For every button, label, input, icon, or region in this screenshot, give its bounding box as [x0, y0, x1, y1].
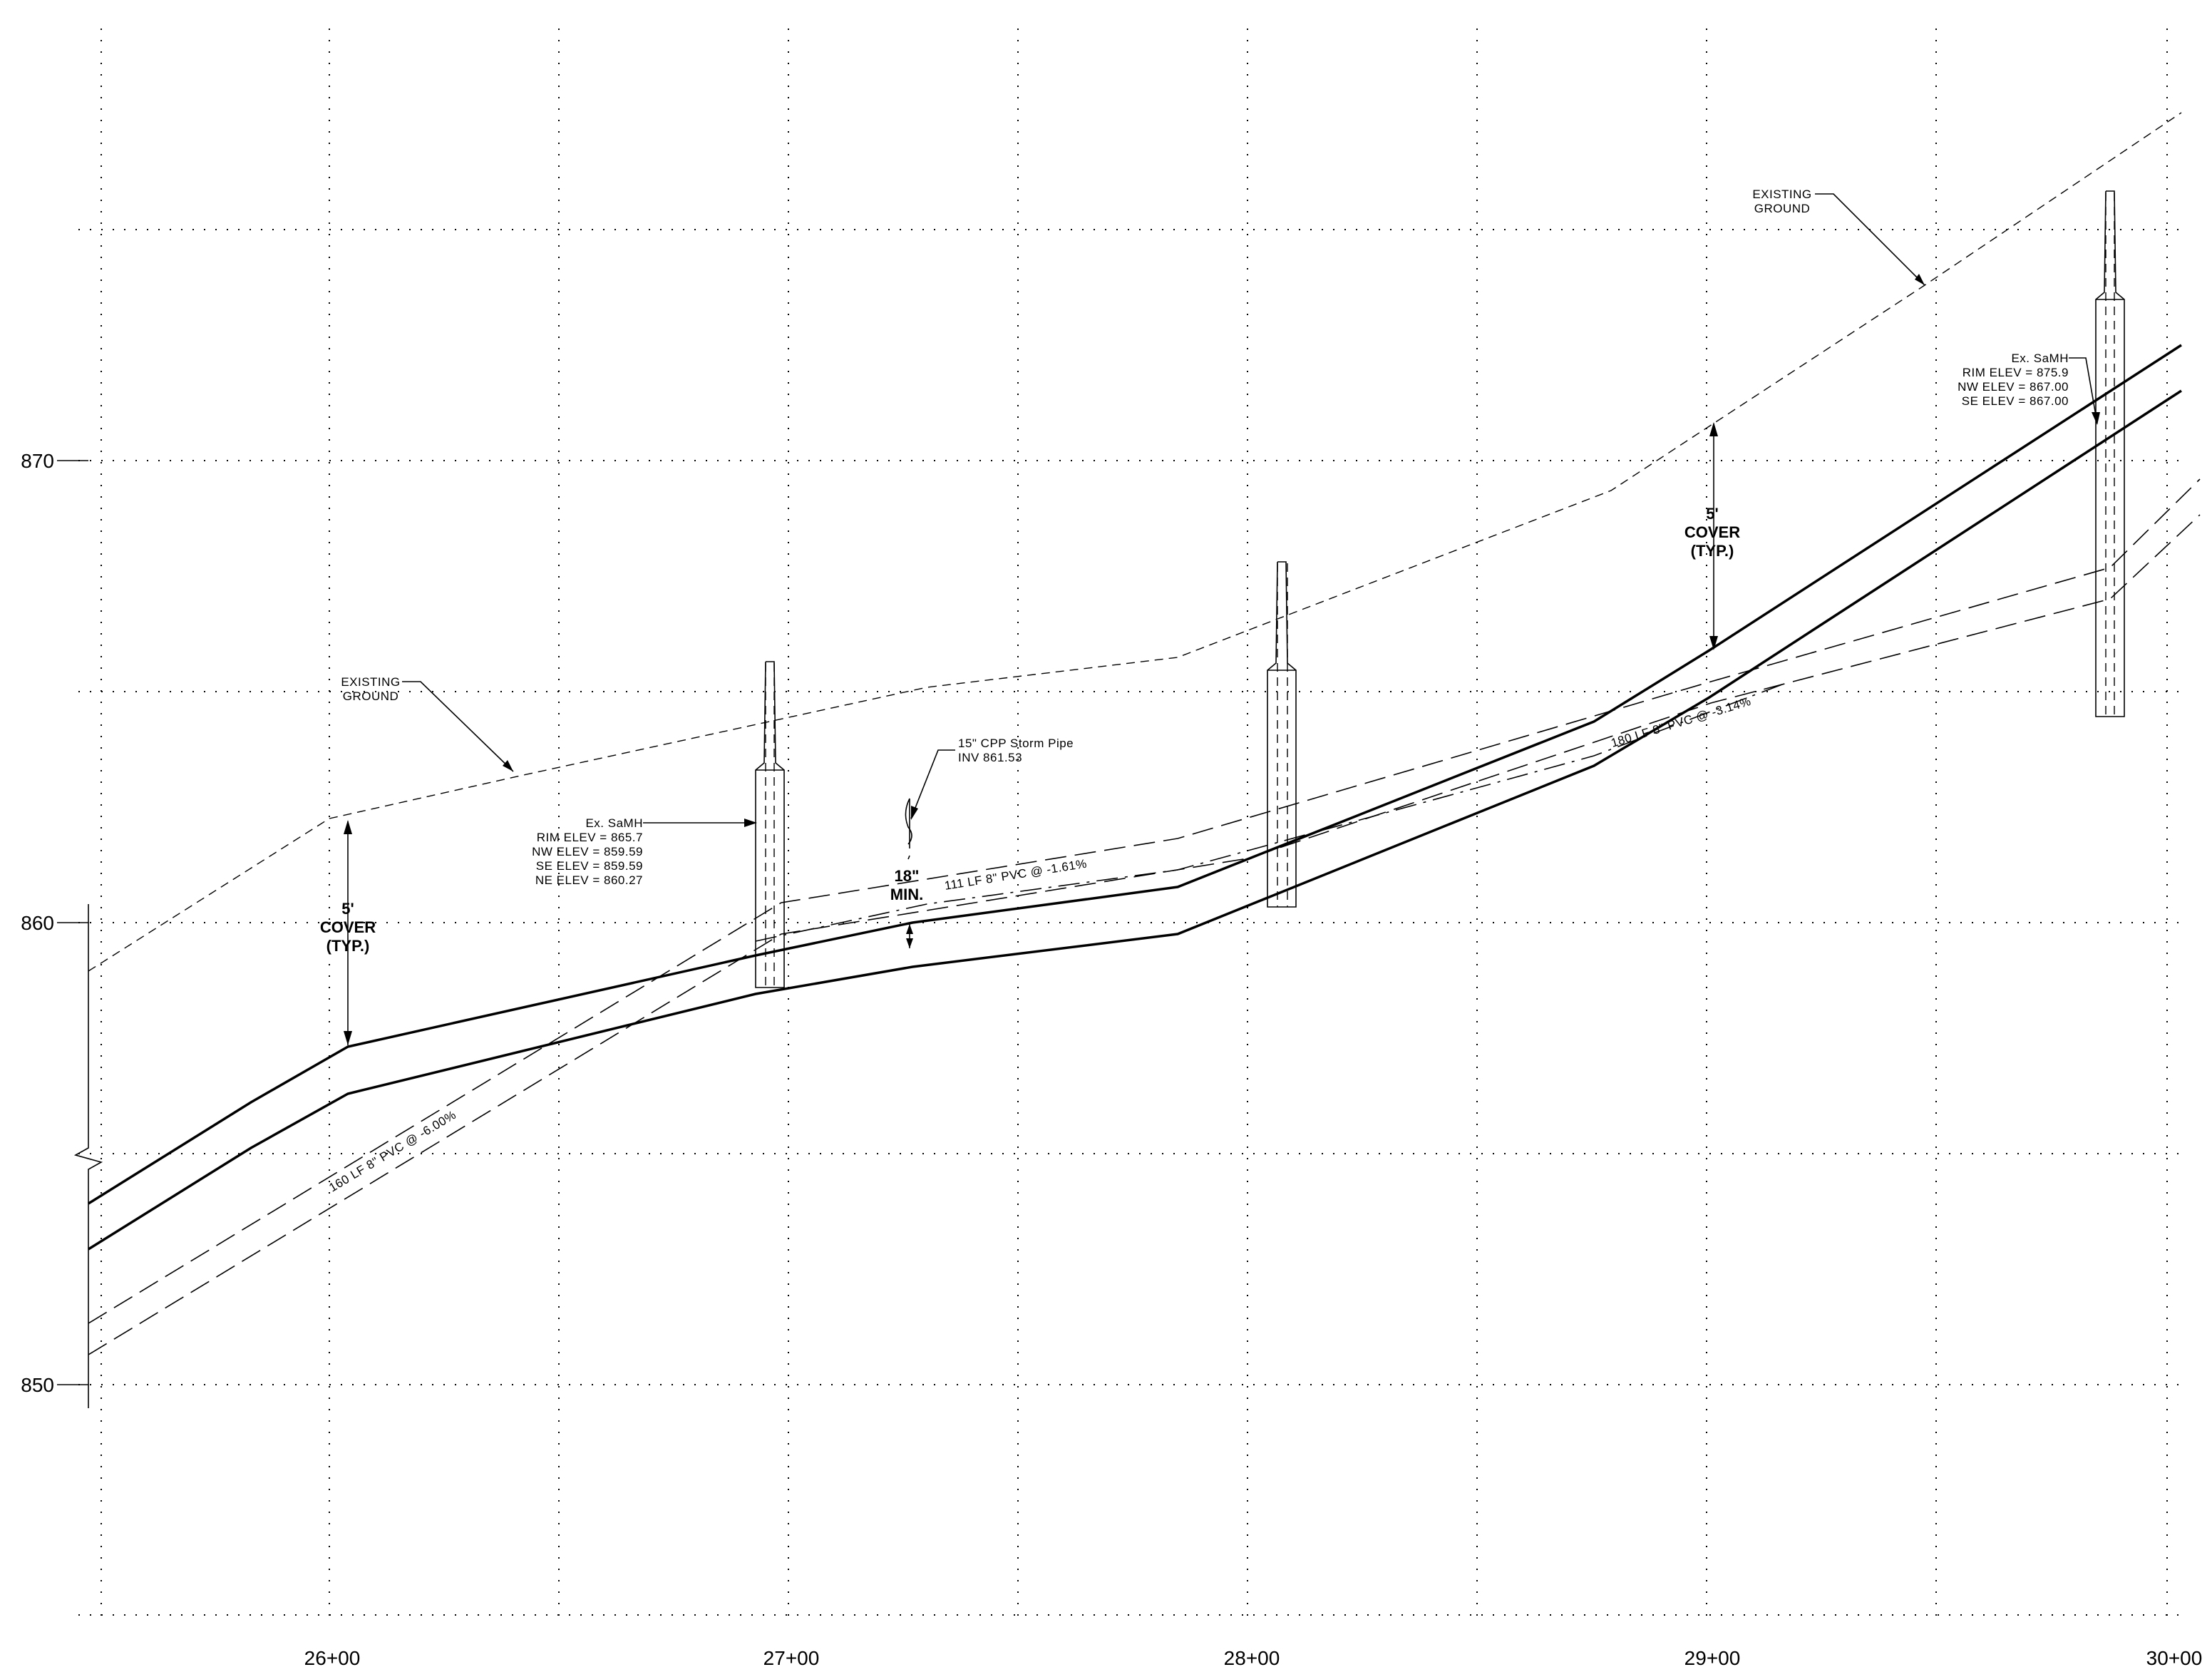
x-tick-label: 28+00	[1224, 1647, 1280, 1669]
pipe-segment-label: 160 LF 8" PVC @ -6.00%	[326, 1108, 458, 1195]
manhole-label: Ex. SaMH	[2011, 352, 2069, 365]
cover-label: COVER	[320, 918, 376, 936]
manhole-label: RIM ELEV = 875.9	[1962, 366, 2069, 379]
pipe-segment-label: 111 LF 8" PVC @ -1.61%	[944, 857, 1088, 893]
cover-label: 5'	[1706, 505, 1718, 523]
proposed-surface-top	[88, 344, 2182, 1205]
existing-ground-label: GROUND	[343, 689, 399, 703]
manhole-label: Ex. SaMH	[585, 816, 643, 830]
sewer-pipe-top	[88, 478, 2201, 1324]
manhole-label: NW ELEV = 867.00	[1958, 380, 2069, 394]
cover-label: (TYP.)	[326, 937, 370, 955]
y-tick-label: 850	[21, 1374, 54, 1396]
x-tick-label: 27+00	[763, 1647, 820, 1669]
x-tick-label: 30+00	[2146, 1647, 2203, 1669]
manhole-right-callout: Ex. SaMH RIM ELEV = 875.9 NW ELEV = 867.…	[1958, 352, 2069, 408]
manhole-right	[2095, 190, 2125, 717]
existing-ground-line	[88, 112, 2182, 972]
storm-pipe-label: 15" CPP Storm Pipe	[958, 737, 1074, 750]
leaders	[344, 193, 2100, 1045]
sewer-pipe-center	[755, 684, 1783, 942]
existing-ground-label: GROUND	[1754, 202, 1811, 215]
storm-pipe-label: INV 861.53	[958, 751, 1022, 764]
manhole-label: SE ELEV = 867.00	[1962, 394, 2069, 408]
y-tick-label: 860	[21, 912, 54, 934]
min-cover-label: 18"	[895, 867, 920, 885]
station-axis: 26+00 27+00 28+00 29+00 30+00	[304, 1647, 2203, 1669]
manhole-label: SE ELEV = 859.59	[536, 859, 643, 873]
manhole-middle	[1267, 561, 1297, 908]
manhole-label: NW ELEV = 859.59	[532, 845, 643, 858]
elevation-axis: 870 860 850	[21, 450, 103, 1408]
grid	[78, 29, 2181, 1619]
existing-ground-label: EXISTING	[1752, 188, 1811, 201]
manhole-label: NE ELEV = 860.27	[535, 873, 643, 887]
cover-label: (TYP.)	[1691, 542, 1734, 560]
pipe-segment-label: 180 LF 8" PVC @ -3.14%	[1610, 694, 1753, 750]
existing-ground-label: EXISTING	[341, 675, 400, 689]
manhole-left-callout: Ex. SaMH RIM ELEV = 865.7 NW ELEV = 859.…	[532, 816, 643, 887]
y-tick-label: 870	[21, 450, 54, 472]
cover-label: COVER	[1684, 523, 1740, 541]
x-tick-label: 29+00	[1684, 1647, 1741, 1669]
manhole-left	[755, 661, 785, 988]
x-tick-label: 26+00	[304, 1647, 361, 1669]
manhole-label: RIM ELEV = 865.7	[537, 831, 643, 844]
sewer-pipe-bottom	[88, 514, 2201, 1355]
min-cover-label: MIN.	[890, 886, 923, 903]
storm-pipe-marker	[905, 798, 912, 860]
proposed-surface-bottom	[88, 389, 2182, 1251]
cover-label: 5'	[341, 900, 354, 918]
